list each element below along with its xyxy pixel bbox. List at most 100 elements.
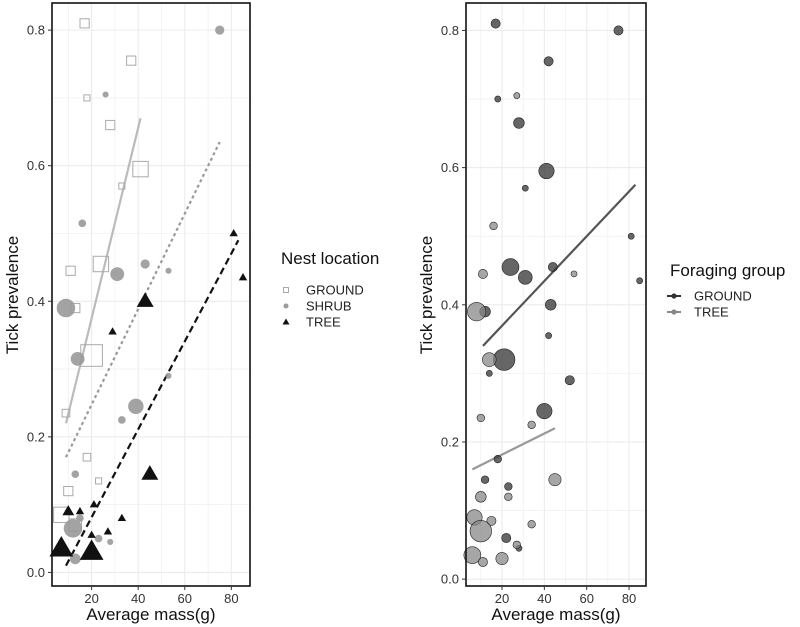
- right-point-tree: [495, 552, 509, 566]
- right-point-ground: [501, 258, 520, 276]
- right-ticks: 20 40 60 80 0.0 0.2 0.4 0.6 0.8: [441, 23, 636, 606]
- left-plot-border: [51, 2, 251, 587]
- left-point-ground: [126, 55, 137, 66]
- right-x-tick-label: 40: [537, 591, 551, 606]
- left-plot-background: [52, 3, 250, 586]
- right-point-ground: [545, 332, 552, 340]
- left-point-ground: [61, 408, 71, 418]
- left-y-tick-label: 0.8: [27, 23, 45, 38]
- left-legend-label: TREE: [306, 315, 341, 330]
- left-point-ground: [65, 265, 76, 276]
- left-point-shrub: [165, 372, 172, 379]
- right-plot-border: [465, 2, 647, 587]
- right-point-ground: [543, 56, 554, 67]
- right-point-ground: [538, 163, 555, 180]
- left-point-shrub: [128, 398, 144, 415]
- left-legend-key-shrub: [283, 303, 289, 309]
- right-point-ground: [493, 454, 502, 464]
- right-x-tick-label: 60: [579, 591, 593, 606]
- right-point-ground: [627, 232, 635, 240]
- right-point-ground: [564, 375, 575, 386]
- right-fit-line-tree: [471, 427, 556, 471]
- right-point-ground: [521, 184, 529, 192]
- left-point-tree: [103, 527, 113, 535]
- left-point-shrub: [107, 538, 114, 545]
- right-point-ground: [485, 370, 493, 377]
- right-point-ground: [513, 117, 525, 129]
- left-point-ground: [92, 255, 110, 273]
- right-point-tree: [512, 540, 521, 549]
- left-point-ground: [95, 477, 103, 485]
- left-panel: 20 40 60 800.00.20.40.60.8 Average mass(g) …: [3, 2, 379, 624]
- left-point-shrub: [110, 267, 125, 282]
- left-point-ground: [105, 119, 116, 131]
- right-point-ground: [501, 533, 512, 543]
- right-point-ground: [494, 95, 502, 103]
- right-point-ground: [545, 299, 557, 311]
- right-x-tick-label: 80: [622, 591, 636, 606]
- left-point-ground: [79, 18, 90, 29]
- left-point-tree: [62, 505, 75, 516]
- left-fit-line-tree: [65, 239, 240, 567]
- right-point-tree: [513, 92, 521, 99]
- left-point-ground: [118, 182, 126, 190]
- left-point-shrub: [63, 519, 83, 538]
- right-point-tree: [570, 270, 578, 278]
- right-point-tree: [504, 492, 513, 501]
- right-point-tree: [486, 515, 497, 526]
- right-fit-line-ground: [482, 184, 637, 347]
- right-point-tree: [482, 352, 497, 367]
- right-point-ground: [636, 277, 643, 285]
- left-y-tick-label: 0.6: [27, 158, 45, 173]
- left-y-tick-label: 0.0: [27, 565, 45, 580]
- left-y-tick-label: 0.4: [27, 294, 45, 309]
- left-point-tree: [49, 535, 74, 557]
- left-legend-key-ground: [283, 287, 289, 293]
- right-point-ground: [536, 403, 553, 420]
- left-point-tree: [117, 513, 127, 521]
- left-point-shrub: [78, 219, 87, 228]
- right-fit-lines: [471, 184, 637, 471]
- right-legend-key-ground: [671, 293, 677, 299]
- right-point-ground: [504, 482, 513, 491]
- right-point-tree: [475, 491, 487, 503]
- left-point-shrub: [118, 416, 126, 424]
- right-y-tick-label: 0.2: [441, 434, 459, 449]
- right-point-tree: [478, 557, 488, 567]
- left-point-shrub: [94, 534, 103, 543]
- left-x-axis-title: Average mass(g): [86, 605, 215, 624]
- left-x-tick-label: 20: [84, 591, 98, 606]
- left-point-tree: [79, 539, 104, 560]
- right-points: [463, 18, 643, 567]
- right-panel: 20 40 60 800.00.20.40.60.8 Average mass(g) …: [417, 2, 785, 624]
- right-x-tick-label: 20: [495, 591, 509, 606]
- left-grid: [52, 3, 250, 586]
- right-y-tick-label: 0.6: [441, 160, 459, 175]
- right-x-axis-title: Average mass(g): [491, 605, 620, 624]
- left-point-tree: [108, 327, 117, 335]
- right-y-axis-title: Tick prevalence: [417, 236, 436, 354]
- right-point-tree: [478, 269, 488, 279]
- right-point-ground: [518, 270, 533, 285]
- left-point-shrub: [140, 259, 150, 269]
- right-point-ground: [493, 348, 516, 371]
- left-legend-label: SHRUB: [306, 299, 352, 314]
- left-y-tick-label: 0.2: [27, 429, 45, 444]
- left-point-ground: [83, 94, 91, 102]
- left-point-shrub: [215, 25, 225, 35]
- left-x-tick-label: 40: [131, 591, 145, 606]
- left-fit-line-ground: [64, 117, 142, 424]
- right-y-tick-label: 0.0: [441, 572, 459, 587]
- left-point-tree: [87, 530, 96, 538]
- right-y-tick-label: 0.4: [441, 297, 459, 312]
- right-legend-label: GROUND: [694, 289, 752, 304]
- left-point-shrub: [76, 514, 84, 523]
- left-legend-label: GROUND: [306, 283, 364, 298]
- left-point-shrub: [165, 267, 172, 274]
- left-point-tree: [136, 292, 154, 307]
- left-point-ground: [63, 485, 74, 497]
- left-point-shrub: [56, 298, 76, 318]
